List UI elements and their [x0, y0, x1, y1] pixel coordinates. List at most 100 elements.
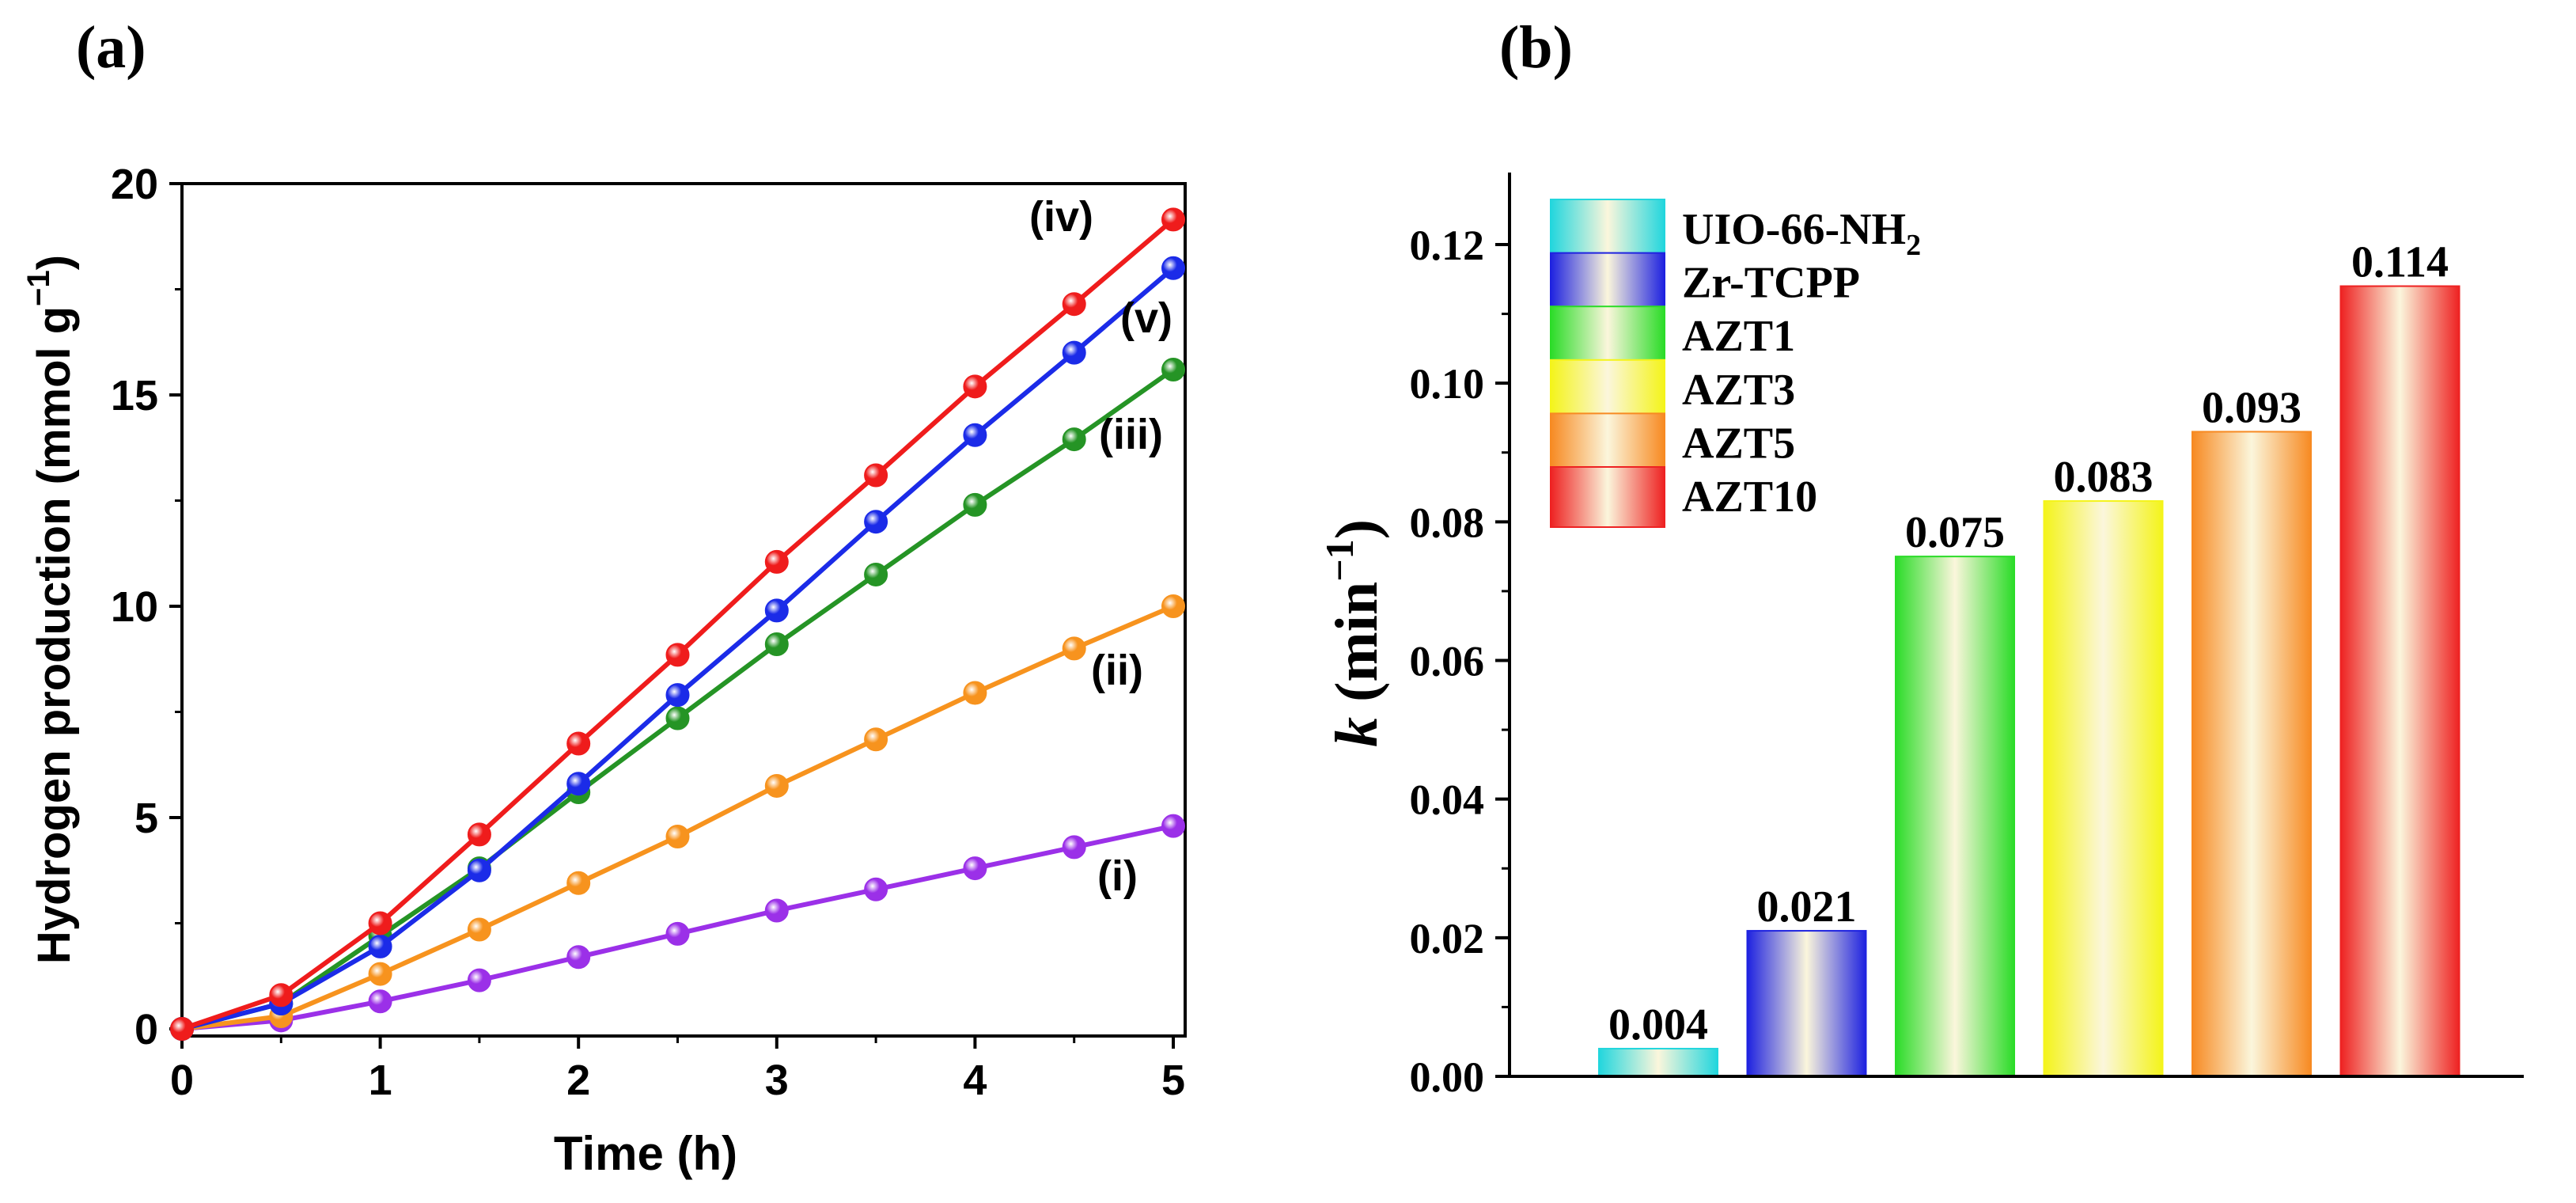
x-tick-label-a: 0 — [170, 1057, 194, 1104]
legend-text: AZT1 — [1682, 312, 1795, 361]
y-tick-label-a: 20 — [111, 161, 158, 208]
x-tick-label-a: 1 — [369, 1057, 392, 1104]
legend-swatch — [1550, 252, 1665, 314]
data-point — [368, 911, 392, 935]
data-point — [368, 962, 392, 986]
data-point — [1161, 594, 1185, 618]
y-axis-label-a: Hydrogen production (mmol g−1) — [21, 255, 80, 964]
series-line — [181, 604, 1175, 1031]
x-tick-label-a: 4 — [963, 1057, 987, 1104]
data-point — [864, 877, 888, 901]
bar-chart-panel: 0.00 0.02 0.04 0.06 0.08 0.10 0.12 0.004 0.021 0… — [1317, 173, 2524, 1101]
legend-item: AZT1 — [1550, 305, 1795, 368]
data-point — [864, 510, 888, 534]
bar-group: 0.083 — [2043, 453, 2164, 1077]
data-point — [1161, 814, 1185, 838]
data-point — [665, 683, 690, 708]
y-tick-label-b: 0.00 — [1410, 1053, 1485, 1101]
bar-group: 0.114 — [2339, 238, 2460, 1077]
legend-item: Zr-TCPP — [1550, 252, 1860, 314]
data-point — [764, 773, 789, 798]
data-point — [1161, 357, 1185, 381]
legend-item: UIO-66-NH2 — [1550, 199, 1921, 262]
bar — [2339, 285, 2460, 1077]
data-point — [1062, 292, 1086, 317]
legend-swatch — [1550, 412, 1665, 475]
legend-label: AZT3 — [1682, 366, 1795, 415]
legend-text: Zr-TCPP — [1682, 259, 1860, 308]
legend-subscript: 2 — [1906, 229, 1921, 262]
line-chart-panel: 0 1 2 3 4 5 0 5 10 15 20 (i) (ii) (iii) (v) (iv) Time … — [21, 161, 1187, 1180]
data-point — [1161, 256, 1185, 280]
legend-label: Zr-TCPP — [1682, 259, 1860, 308]
data-point — [665, 706, 690, 731]
data-point — [566, 871, 591, 895]
legend-swatch — [1550, 199, 1665, 260]
data-point — [963, 492, 987, 517]
data-point — [864, 727, 888, 752]
y-tick-label-b: 0.06 — [1410, 638, 1485, 685]
y-tick-label-a: 15 — [111, 372, 158, 419]
data-point — [963, 681, 987, 705]
data-point — [963, 856, 987, 881]
series-0: (i) — [170, 814, 1185, 1041]
y-tick-label-b: 0.08 — [1410, 499, 1485, 546]
y-tick-label-b: 0.10 — [1410, 360, 1485, 408]
data-point — [665, 643, 690, 667]
data-point — [1062, 835, 1086, 860]
bar — [1746, 930, 1867, 1077]
data-point — [566, 731, 591, 756]
data-point — [864, 463, 888, 488]
bar-value-label: 0.075 — [1905, 508, 2005, 557]
data-point — [566, 772, 591, 796]
bar-group: 0.021 — [1746, 882, 1867, 1077]
y-tick-label-b: 0.12 — [1410, 222, 1485, 269]
bar-value-label: 0.004 — [1608, 1000, 1708, 1049]
legend-swatch — [1550, 359, 1665, 421]
bar-group: 0.075 — [1895, 508, 2015, 1077]
bar-group: 0.004 — [1598, 1000, 1718, 1078]
bar-value-label: 0.114 — [2351, 238, 2449, 287]
data-point — [467, 968, 491, 992]
series-line — [181, 218, 1175, 1031]
y-tick-label-b: 0.02 — [1410, 915, 1485, 962]
legend-item: AZT5 — [1550, 412, 1795, 475]
y-tick-label-a: 5 — [134, 795, 158, 842]
series-label: (iv) — [1029, 193, 1093, 241]
data-point — [467, 917, 491, 942]
data-point — [368, 989, 392, 1014]
bar-value-label: 0.021 — [1757, 882, 1857, 932]
bar — [1598, 1047, 1718, 1078]
x-tick-label-a: 3 — [765, 1057, 789, 1104]
x-tick-label-a: 2 — [566, 1057, 590, 1104]
legend-label: UIO-66-NH2 — [1682, 205, 1921, 262]
data-point — [269, 983, 294, 1008]
bar — [2191, 431, 2312, 1077]
bar — [1895, 556, 2015, 1077]
y-tick-label-b: 0.04 — [1410, 776, 1485, 824]
bar-group: 0.093 — [2191, 383, 2312, 1077]
bar-value-label: 0.083 — [2054, 453, 2154, 502]
data-point — [1062, 427, 1086, 452]
legend-item: AZT3 — [1550, 359, 1795, 421]
legend-swatch — [1550, 305, 1665, 368]
legend-label: AZT1 — [1682, 312, 1795, 361]
plot-frame-a — [180, 182, 1187, 1038]
data-point — [864, 562, 888, 586]
data-point — [764, 598, 789, 623]
data-point — [963, 423, 987, 447]
x-axis-label-a: Time (h) — [554, 1127, 737, 1180]
series-label: (ii) — [1091, 647, 1143, 694]
data-point — [368, 934, 392, 958]
legend-text: AZT5 — [1682, 419, 1795, 468]
legend-swatch — [1550, 466, 1665, 528]
panel-b-label: (b) — [1499, 14, 1573, 81]
legend-label: AZT10 — [1682, 472, 1817, 522]
legend-label: AZT5 — [1682, 419, 1795, 468]
legend-text: AZT10 — [1682, 472, 1817, 522]
data-point — [1062, 636, 1086, 661]
data-point — [764, 549, 789, 574]
legend-item: AZT10 — [1550, 466, 1817, 528]
data-point — [665, 825, 690, 849]
